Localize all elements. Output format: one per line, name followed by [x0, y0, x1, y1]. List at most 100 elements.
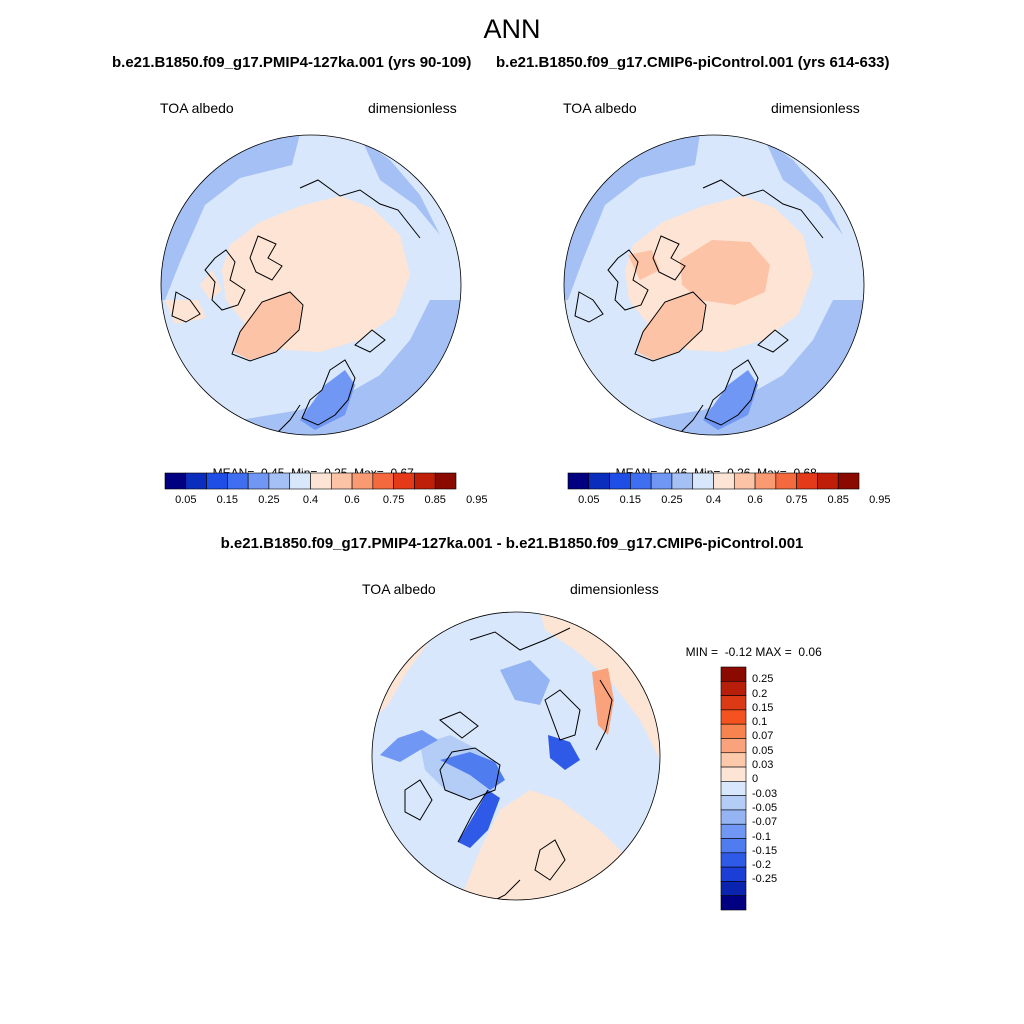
panel-1-colorbar-swatch	[268, 472, 291, 490]
panel-3-colorbar-swatch	[720, 752, 747, 768]
panel-3-colorbar-swatch	[720, 866, 747, 882]
panel-1-case-title: b.e21.B1850.f09_g17.PMIP4-127ka.001 (yrs…	[112, 54, 472, 71]
panel-2-colorbar-swatch	[817, 472, 839, 490]
panel-2-central-arctic	[680, 240, 770, 305]
panel-1-colorbar-swatch	[351, 472, 374, 490]
panel-2-colorbar-swatch	[754, 472, 777, 490]
panel-2-colorbar-swatch	[630, 472, 652, 490]
panel-2-colorbar	[567, 472, 860, 490]
panel-2-map-border	[563, 134, 865, 436]
panel-3-colorbar-tick-label: -0.25	[752, 873, 778, 886]
panel-2-colorbar-tick-label: 0.95	[869, 494, 891, 506]
panel-2-colorbar-swatch	[796, 472, 818, 490]
panel-3-colorbar-tick-label: 0.07	[752, 730, 774, 743]
panel-1-coastlines	[171, 179, 421, 433]
panel-1-colorbar-swatch	[414, 472, 436, 490]
panel-3-greenland-coast-negative	[458, 790, 500, 848]
panel-3-colorbar-swatch	[720, 738, 747, 754]
panel-3-colorbar-swatch	[720, 895, 747, 911]
panel-1-colorbar-swatch	[289, 472, 311, 490]
panel-1-colorbar-tick-label: 0.85	[424, 494, 446, 506]
panel-1-colorbar-swatch	[164, 472, 187, 490]
panel-2-case-title: b.e21.B1850.f09_g17.CMIP6-piControl.001 …	[496, 54, 890, 71]
panel-3-colorbar-tick-label: 0.03	[752, 759, 774, 772]
panel-3-colorbar-swatch	[720, 781, 747, 796]
panel-1-colorbar-swatch	[247, 472, 270, 490]
panel-1-colorbar-tick-label: 0.95	[466, 494, 488, 506]
panel-3-colorbar-tick-label: 0.15	[752, 701, 774, 714]
panel-2-scandinavia-low	[703, 370, 758, 430]
panel-3-colorbar-tick-label: 0.1	[752, 716, 768, 729]
panel-2-units: dimensionless	[771, 100, 860, 116]
panel-3-map-border	[371, 611, 661, 901]
panel-2-colorbar-swatch	[671, 472, 694, 490]
panel-3-colorbar-tick-label: -0.1	[752, 830, 771, 843]
panel-3-min-value: -0.12	[724, 645, 753, 659]
panel-3-colorbar-tick-label: -0.15	[752, 844, 778, 857]
panel-1-colorbar-tick-label: 0.25	[258, 494, 280, 506]
panel-3-alaska-negative	[380, 730, 438, 762]
panel-2-colorbar-swatch	[609, 472, 631, 490]
panel-2-colorbar-tick-label: 0.85	[827, 494, 849, 506]
panel-1-atlantic-low-albedo	[200, 300, 461, 435]
panel-3-colorbar-swatch	[720, 695, 747, 711]
panel-3-archipelago-negative	[440, 752, 505, 790]
panel-2-greenland	[637, 292, 705, 360]
panel-3-colorbar-tick-label: -0.07	[752, 816, 778, 829]
panel-2-coastlines	[574, 179, 824, 433]
panel-2-colorbar-swatch	[567, 472, 590, 490]
panel-3-max-label: MAX =	[755, 645, 792, 659]
panel-1-map	[160, 134, 462, 436]
panel-2-colorbar-swatch	[588, 472, 610, 490]
panel-1-colorbar-swatch	[434, 472, 457, 490]
panel-3-case-title: b.e21.B1850.f09_g17.PMIP4-127ka.001 - b.…	[220, 535, 804, 552]
panel-3-colorbar-swatch	[720, 838, 747, 854]
panel-3-colorbar-tick-label: 0	[752, 773, 759, 786]
panel-3-colorbar-swatch	[720, 723, 747, 739]
panel-3-variable: TOA albedo	[362, 581, 436, 597]
panel-3-colorbar-tick-label: -0.05	[752, 801, 778, 814]
panel-2-siberia-band	[765, 140, 843, 235]
panel-2-colorbar-tick-label: 0.4	[705, 494, 722, 506]
panel-1-greenland	[234, 292, 302, 360]
panel-2-colorbar-swatch	[837, 472, 860, 490]
panel-2-colorbar-swatch	[713, 472, 735, 490]
panel-1-colorbar-tick-label: 0.4	[302, 494, 319, 506]
panel-3-max-value: 0.06	[798, 645, 822, 659]
panel-1-colorbar	[164, 472, 457, 490]
panel-3-colorbar-swatch	[720, 823, 747, 839]
panel-1-colorbar-swatch	[185, 472, 207, 490]
panel-2-colorbar-tick-label: 0.6	[747, 494, 763, 506]
panel-3-colorbar-swatch	[720, 766, 747, 782]
panel-3-colorbar-swatch	[720, 852, 747, 868]
panel-1-siberia-band	[362, 140, 440, 235]
panel-2-colorbar-tick-label: 0.15	[619, 494, 642, 506]
panel-3-colorbar	[720, 666, 747, 911]
panel-3-colorbar-tick-label: 0.2	[752, 687, 768, 700]
panel-3-colorbar-swatch	[720, 666, 747, 682]
panel-3-colorbar-tick-label: -0.2	[752, 859, 771, 872]
figure-title: ANN	[483, 14, 541, 44]
panel-3-colorbar-tick-label: 0.05	[752, 744, 774, 757]
panel-2-colorbar-swatch	[692, 472, 714, 490]
panel-3-colorbar-swatch	[720, 680, 747, 696]
panel-1-colorbar-tick-label: 0.6	[344, 494, 360, 506]
panel-1-units: dimensionless	[368, 100, 457, 116]
panel-3-colorbar-tick-label: 0.25	[752, 673, 774, 686]
panel-3-central-negative	[500, 660, 550, 705]
panel-2-colorbar-tick-label: 0.75	[785, 494, 808, 506]
panel-1-colorbar-swatch	[310, 472, 332, 490]
panel-3-colorbar-swatch	[720, 809, 747, 825]
panel-2-colorbar-tick-label: 0.25	[661, 494, 683, 506]
panel-1-colorbar-swatch	[330, 472, 353, 490]
panel-2-colorbar-swatch	[733, 472, 756, 490]
panel-1-colorbar-tick-label: 0.75	[382, 494, 405, 506]
panel-1-scandinavia-low	[300, 370, 355, 430]
panel-2-atlantic-low-albedo	[603, 300, 864, 435]
panel-1-colorbar-swatch	[372, 472, 394, 490]
panel-3-colorbar-tick-label: -0.03	[752, 787, 778, 800]
panel-1-colorbar-tick-label: 0.15	[216, 494, 239, 506]
panel-3-kara-negative	[548, 735, 580, 770]
panel-2-colorbar-swatch	[775, 472, 797, 490]
